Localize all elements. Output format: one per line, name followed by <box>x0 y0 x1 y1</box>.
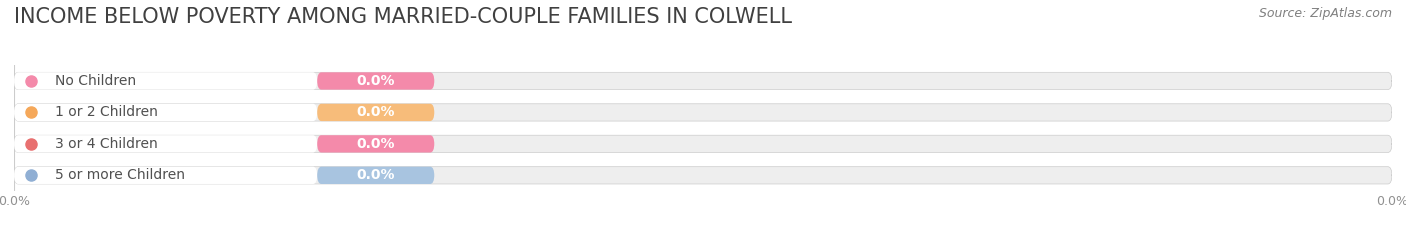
Text: No Children: No Children <box>55 74 136 88</box>
FancyBboxPatch shape <box>14 104 1392 121</box>
Text: 0.0%: 0.0% <box>357 137 395 151</box>
Text: 0.0%: 0.0% <box>357 105 395 120</box>
FancyBboxPatch shape <box>14 135 1392 153</box>
Text: 0.0%: 0.0% <box>357 74 395 88</box>
Text: 1 or 2 Children: 1 or 2 Children <box>55 105 159 120</box>
FancyBboxPatch shape <box>318 167 434 184</box>
FancyBboxPatch shape <box>14 104 318 121</box>
FancyBboxPatch shape <box>14 72 1392 90</box>
FancyBboxPatch shape <box>14 167 1392 184</box>
FancyBboxPatch shape <box>14 72 318 90</box>
FancyBboxPatch shape <box>14 135 318 153</box>
Text: 3 or 4 Children: 3 or 4 Children <box>55 137 157 151</box>
Text: 0.0%: 0.0% <box>357 168 395 182</box>
FancyBboxPatch shape <box>14 167 318 184</box>
FancyBboxPatch shape <box>318 72 434 90</box>
FancyBboxPatch shape <box>318 135 434 153</box>
FancyBboxPatch shape <box>318 104 434 121</box>
Text: INCOME BELOW POVERTY AMONG MARRIED-COUPLE FAMILIES IN COLWELL: INCOME BELOW POVERTY AMONG MARRIED-COUPL… <box>14 7 792 27</box>
Text: 5 or more Children: 5 or more Children <box>55 168 186 182</box>
Text: Source: ZipAtlas.com: Source: ZipAtlas.com <box>1258 7 1392 20</box>
